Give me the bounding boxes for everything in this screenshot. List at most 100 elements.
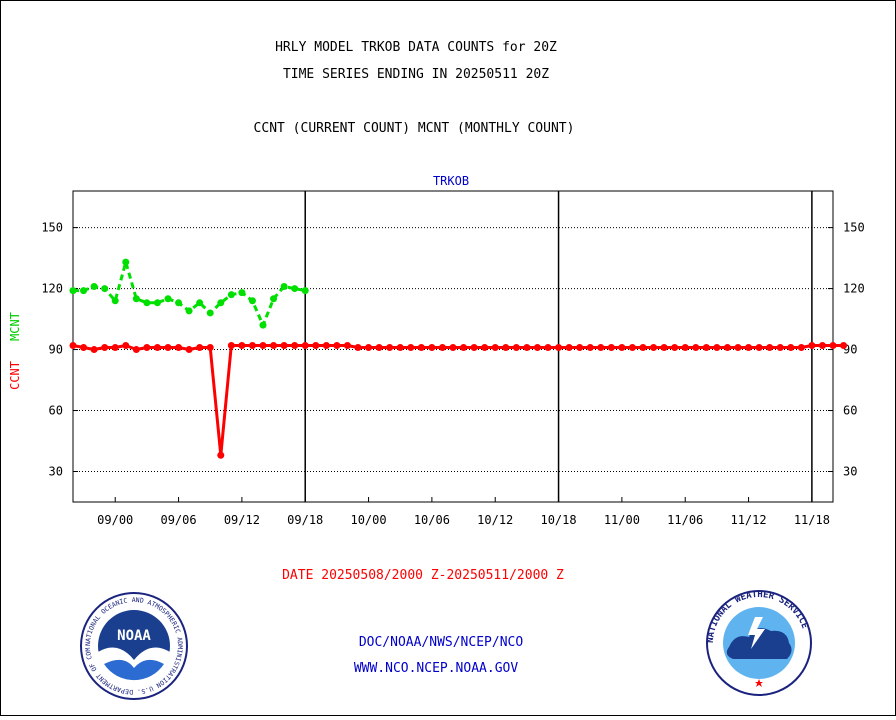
data-point-ccnt (512, 344, 520, 352)
x-tick-label: 10/12 (477, 513, 513, 527)
data-point-mcnt (217, 299, 225, 307)
x-tick-label: 11/18 (794, 513, 830, 527)
data-point-ccnt (745, 344, 753, 352)
data-point-ccnt (312, 341, 320, 349)
data-point-ccnt (396, 344, 404, 352)
date-range-label: DATE 20250508/2000 Z-20250511/2000 Z (282, 568, 564, 583)
data-point-ccnt (449, 344, 457, 352)
data-point-ccnt (660, 344, 668, 352)
y-tick-label-right: 150 (843, 221, 865, 235)
data-point-ccnt (132, 346, 140, 354)
y-axis-label-mcnt: MCNT (8, 312, 22, 341)
y-axis-label-ccnt: CCNT (8, 361, 22, 390)
data-point-ccnt (322, 341, 330, 349)
data-point-ccnt (755, 344, 763, 352)
data-point-ccnt (280, 341, 288, 349)
nws-logo: NATIONAL WEATHER SERVICE (706, 590, 812, 696)
data-point-ccnt (723, 344, 731, 352)
website-label: WWW.NCO.NCEP.NOAA.GOV (354, 661, 519, 676)
x-tick-label: 11/12 (730, 513, 766, 527)
x-tick-label: 09/12 (224, 513, 260, 527)
data-point-ccnt (818, 341, 826, 349)
data-point-ccnt (650, 344, 658, 352)
data-point-ccnt (586, 344, 594, 352)
data-point-mcnt (111, 297, 119, 305)
y-tick-label-left: 150 (41, 221, 63, 235)
data-point-mcnt (101, 285, 109, 293)
data-point-mcnt (270, 295, 278, 303)
y-tick-label-right: 60 (843, 404, 857, 418)
data-point-ccnt (386, 344, 394, 352)
data-point-ccnt (766, 344, 774, 352)
data-point-ccnt (365, 344, 373, 352)
data-point-ccnt (576, 344, 584, 352)
data-point-mcnt (248, 297, 256, 305)
noaa-logo-text: NOAA (117, 628, 151, 644)
y-tick-label-left: 60 (49, 404, 63, 418)
x-tick-label: 10/00 (350, 513, 386, 527)
data-point-mcnt (122, 258, 130, 266)
data-point-ccnt (69, 341, 77, 349)
data-point-ccnt (628, 344, 636, 352)
y-tick-label-left: 120 (41, 282, 63, 296)
data-point-ccnt (417, 344, 425, 352)
data-point-ccnt (343, 341, 351, 349)
org-path-label: DOC/NOAA/NWS/NCEP/NCO (359, 635, 524, 650)
data-point-ccnt (175, 344, 183, 352)
x-tick-label: 09/18 (287, 513, 323, 527)
data-point-ccnt (460, 344, 468, 352)
data-point-mcnt (196, 299, 204, 307)
data-point-ccnt (797, 344, 805, 352)
data-point-mcnt (132, 295, 140, 303)
series-line-ccnt (72, 344, 844, 457)
data-point-ccnt (544, 344, 552, 352)
data-point-mcnt (80, 287, 88, 295)
data-point-ccnt (90, 346, 98, 354)
data-point-ccnt (143, 344, 151, 352)
noaa-logo: NATIONAL OCEANIC AND ATMOSPHERIC ADMINIS… (80, 592, 188, 700)
data-point-ccnt (238, 341, 246, 349)
data-point-mcnt (90, 283, 98, 291)
x-tick-label: 10/06 (414, 513, 450, 527)
data-point-ccnt (639, 344, 647, 352)
data-point-ccnt (481, 344, 489, 352)
data-point-mcnt (185, 307, 193, 315)
data-point-ccnt (523, 344, 531, 352)
panel-label: TRKOB (433, 174, 469, 188)
y-tick-label-left: 30 (49, 465, 63, 479)
data-point-mcnt (175, 299, 183, 307)
data-point-mcnt (280, 283, 288, 291)
data-point-ccnt (196, 344, 204, 352)
series-line-mcnt (73, 260, 306, 327)
chart-title-line1: HRLY MODEL TRKOB DATA COUNTS for 20Z (275, 40, 557, 55)
data-point-ccnt (692, 344, 700, 352)
y-tick-label-right: 30 (843, 465, 857, 479)
data-point-ccnt (217, 451, 225, 459)
data-point-ccnt (80, 344, 88, 352)
data-point-ccnt (776, 344, 784, 352)
data-point-mcnt (301, 287, 309, 295)
x-tick-label: 09/06 (160, 513, 196, 527)
data-point-mcnt (227, 291, 235, 299)
data-point-ccnt (734, 344, 742, 352)
data-point-ccnt (291, 341, 299, 349)
data-point-ccnt (333, 341, 341, 349)
data-point-ccnt (808, 341, 816, 349)
data-point-ccnt (702, 344, 710, 352)
data-point-mcnt (164, 295, 172, 303)
data-point-mcnt (153, 299, 161, 307)
data-point-mcnt (238, 289, 246, 297)
data-point-ccnt (227, 341, 235, 349)
data-point-ccnt (607, 344, 615, 352)
x-tick-label: 09/00 (97, 513, 133, 527)
data-point-ccnt (185, 346, 193, 354)
x-tick-label: 11/06 (667, 513, 703, 527)
x-tick-label: 11/00 (604, 513, 640, 527)
x-tick-label: 10/18 (540, 513, 576, 527)
data-point-ccnt (259, 341, 267, 349)
data-point-ccnt (375, 344, 383, 352)
data-point-mcnt (259, 321, 267, 329)
data-point-ccnt (470, 344, 478, 352)
